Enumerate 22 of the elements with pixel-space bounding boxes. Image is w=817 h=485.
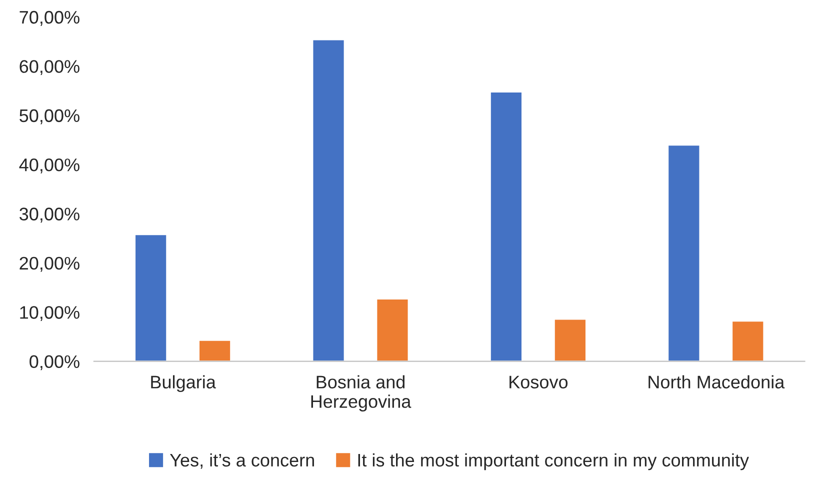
bar [376,298,410,362]
legend-label: It is the most important concern in my community [358,453,749,470]
legend-label: Yes, it’s a concern [170,453,314,469]
y-tick-label: 50,00% [20,109,80,124]
x-tick-label: Bulgaria [151,375,216,392]
x-tick-label: Kosovo [510,376,568,388]
y-tick-label: 40,00% [19,158,80,174]
x-tick-label: Bosnia and Herzegovina [311,375,412,412]
y-tick-label: 20,00% [20,256,80,272]
y-tick-label: 60,00% [20,60,80,76]
bar [198,339,232,362]
bar [134,234,168,362]
bar [667,144,701,362]
bar [553,318,587,362]
y-tick-label: 30,00% [20,208,80,223]
bar [312,38,346,362]
y-tick-label: 70,00% [20,10,80,26]
bar [731,320,765,362]
x-tick-label: North Macedonia [648,375,785,388]
y-tick-label: 10,00% [20,306,80,321]
bar [490,91,523,362]
y-tick-label: 0,00% [30,355,80,370]
